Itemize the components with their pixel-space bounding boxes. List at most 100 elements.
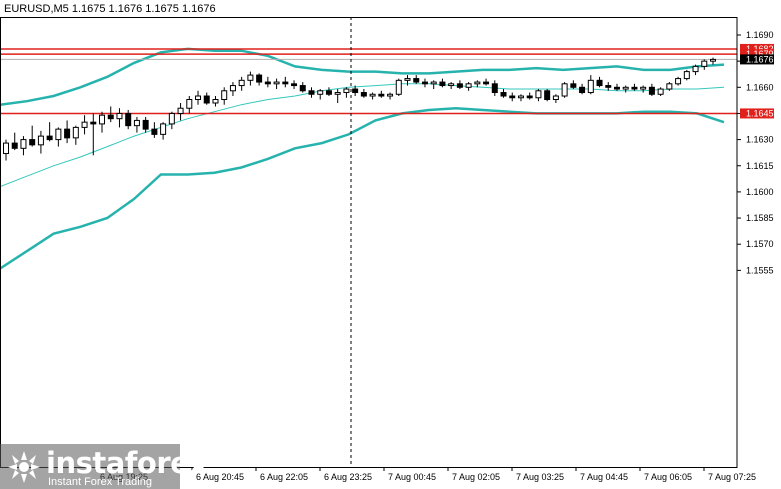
candle-body — [282, 81, 289, 85]
x-tick-label: 6 Aug 23:25 — [324, 472, 372, 482]
candle-body — [160, 123, 167, 135]
candle-body — [421, 81, 428, 85]
candle-body — [291, 83, 298, 87]
candle-body — [107, 114, 114, 120]
candle-body — [666, 83, 673, 90]
candle-body — [72, 126, 79, 139]
level-tag-bg — [740, 43, 774, 54]
level-tag-bg — [740, 49, 774, 60]
candle-body — [657, 88, 664, 95]
support-resistance-levels — [0, 48, 737, 115]
candle-body — [413, 78, 420, 83]
candle-body — [544, 90, 551, 101]
candle-body — [116, 112, 123, 120]
instaforex-logo-icon — [8, 451, 40, 483]
candle-body — [46, 135, 53, 141]
candle-body — [325, 90, 332, 95]
candle-body — [395, 79, 402, 95]
candle-body — [596, 79, 603, 87]
candle-body — [570, 83, 577, 88]
candle-body — [238, 79, 245, 87]
candle-body — [701, 60, 708, 67]
candle-body — [29, 139, 36, 146]
candle-body — [448, 83, 455, 87]
x-tick-label: 7 Aug 00:45 — [388, 472, 436, 482]
candle-body — [177, 107, 184, 114]
candle-body — [491, 83, 498, 94]
candle-body — [299, 85, 306, 92]
y-tick-label: 1.1570 — [746, 239, 774, 249]
candle-body — [81, 121, 88, 128]
y-tick-label: 1.1615 — [746, 161, 774, 171]
candle-body — [587, 79, 594, 94]
candle-body — [11, 142, 18, 149]
candle-body — [203, 95, 210, 104]
candle-body — [500, 92, 507, 97]
candle-body — [343, 88, 350, 94]
x-tick-label: 6 Aug 20:45 — [196, 472, 244, 482]
watermark-tagline: Instant Forex Trading — [48, 476, 152, 488]
candle-body — [55, 128, 62, 141]
candle-body — [526, 95, 533, 99]
candle-body — [334, 92, 341, 95]
candle-body — [378, 93, 385, 97]
candle-body — [474, 81, 481, 85]
candle-body — [456, 83, 463, 88]
watermark: instaforex Instant Forex Trading — [0, 444, 208, 489]
candle-body — [229, 85, 236, 92]
candle-body — [3, 142, 9, 155]
candle-body — [221, 90, 228, 101]
bollinger-lower-band — [0, 106, 725, 270]
candle-body — [256, 74, 263, 83]
candle-body — [133, 119, 140, 127]
y-tick-label: 1.1690 — [746, 30, 774, 40]
candle-body — [535, 90, 542, 99]
candle-body — [605, 85, 612, 88]
candle-body — [509, 95, 516, 99]
candle-body — [631, 86, 638, 90]
candle-body — [465, 83, 472, 88]
candle-body — [125, 112, 132, 127]
x-tick-label: 7 Aug 04:45 — [580, 472, 628, 482]
y-tick-label: 1.1585 — [746, 213, 774, 223]
candle-body — [640, 86, 647, 90]
candle-body — [195, 95, 202, 101]
candle-body — [317, 90, 324, 95]
candle-body — [675, 78, 682, 85]
bollinger-bands — [0, 47, 725, 270]
candle-body — [90, 121, 97, 125]
y-tick-label: 1.1660 — [746, 82, 774, 92]
candle-body — [247, 74, 254, 81]
x-tick-label: 7 Aug 06:05 — [644, 472, 692, 482]
candle-body — [151, 128, 158, 135]
y-tick-label: 1.1555 — [746, 265, 774, 275]
candle-body — [683, 71, 690, 80]
level-tag-bg — [740, 108, 774, 119]
level-tag: 1.1645 — [746, 108, 774, 118]
candle-body — [142, 119, 149, 130]
current-price-tag: 1.1676 — [746, 54, 774, 64]
chart-title: EURUSD,M5 1.1675 1.1676 1.1675 1.1676 — [4, 3, 216, 15]
candle-body — [99, 114, 106, 125]
bollinger-upper-band — [0, 47, 725, 106]
candle-body — [710, 58, 716, 62]
y-tick-label: 1.1630 — [746, 135, 774, 145]
x-tick-label: 7 Aug 02:05 — [452, 472, 500, 482]
candle-body — [483, 81, 490, 85]
x-tick-label: 6 Aug 22:05 — [260, 472, 308, 482]
candle-body — [404, 78, 411, 81]
candle-body — [308, 90, 315, 95]
level-tag: 1.1679 — [746, 49, 774, 59]
y-tick-label: 1.1600 — [746, 187, 774, 197]
candle-body — [168, 112, 175, 125]
candle-body — [264, 81, 271, 85]
candle-body — [186, 99, 193, 109]
x-tick-label: 7 Aug 03:25 — [516, 472, 564, 482]
candle-body — [613, 86, 620, 90]
level-tag: 1.1682 — [746, 44, 774, 54]
candle-body — [360, 92, 367, 97]
candle-body — [369, 93, 376, 97]
candle-body — [273, 81, 280, 85]
candle-body — [439, 81, 446, 87]
